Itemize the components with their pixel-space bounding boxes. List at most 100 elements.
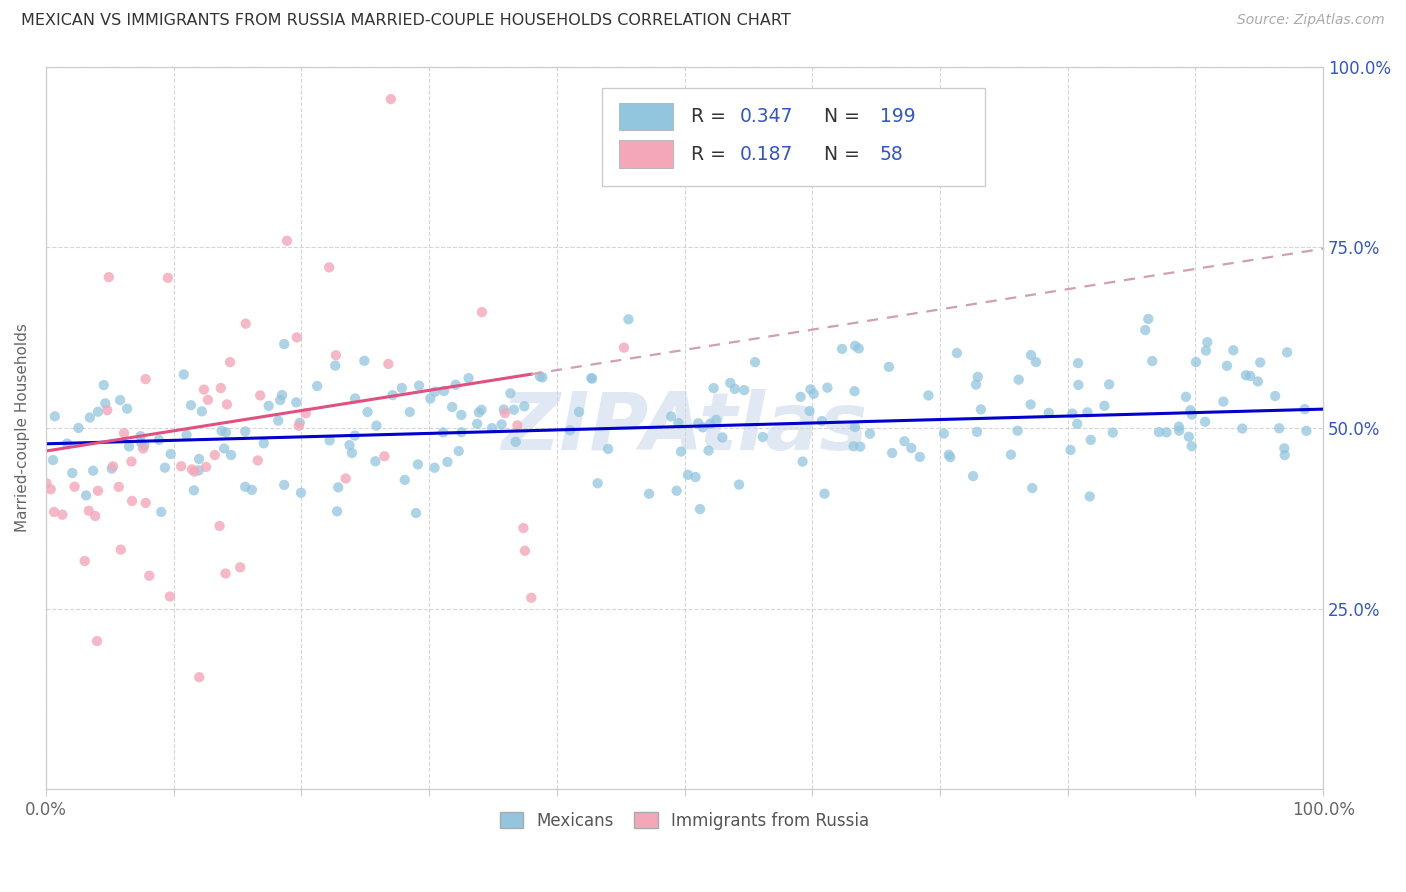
Point (831, 342, 853, 356)
Point (405, 506, 427, 520)
Point (568, 405, 591, 419)
Point (1274, 448, 1296, 462)
Point (219, 448, 242, 462)
Point (195, 459, 218, 474)
Point (269, 393, 291, 408)
Point (398, 405, 420, 419)
Point (900, 441, 922, 455)
Point (1076, 405, 1098, 419)
Point (39, 483, 62, 497)
Point (659, 409, 682, 424)
Point (792, 454, 814, 468)
Point (276, 234, 298, 248)
Point (419, 392, 441, 406)
Point (733, 383, 755, 397)
Point (598, 442, 620, 456)
Point (849, 440, 872, 454)
Point (1059, 442, 1081, 457)
Point (60, 466, 83, 480)
Point (307, 379, 329, 393)
Point (1156, 425, 1178, 440)
Point (212, 442, 235, 456)
Point (505, 434, 527, 449)
FancyBboxPatch shape (620, 140, 673, 168)
Point (318, 434, 340, 448)
Point (1008, 373, 1031, 387)
Point (703, 381, 725, 395)
Point (1181, 408, 1204, 422)
Point (1137, 312, 1160, 326)
Point (724, 382, 747, 396)
Point (285, 330, 308, 344)
Point (1147, 425, 1170, 439)
Point (685, 470, 707, 484)
Point (170, 459, 193, 474)
Point (364, 454, 387, 468)
Point (711, 430, 734, 444)
Point (1234, 368, 1257, 383)
Point (423, 460, 446, 475)
Point (752, 430, 775, 444)
Point (494, 406, 516, 420)
Point (1272, 442, 1295, 456)
Point (44, 409, 66, 424)
Point (253, 436, 276, 450)
Point (436, 455, 458, 469)
Point (180, 398, 202, 412)
Point (273, 478, 295, 492)
Text: 199: 199 (880, 107, 915, 126)
Point (1174, 390, 1197, 404)
Point (112, 426, 135, 441)
Point (558, 423, 581, 437)
Point (1247, 375, 1270, 389)
Point (962, 469, 984, 483)
Point (966, 369, 988, 384)
Point (1019, 348, 1042, 362)
Point (211, 424, 233, 438)
Point (129, 429, 152, 443)
Point (110, 542, 132, 557)
Point (42, 453, 65, 467)
Point (153, 460, 176, 475)
Point (1038, 406, 1060, 420)
Point (77, 504, 100, 518)
Point (423, 384, 446, 399)
Point (318, 260, 340, 275)
Point (932, 426, 955, 441)
Point (946, 346, 969, 360)
Point (718, 376, 741, 390)
Point (377, 357, 399, 371)
Point (669, 444, 692, 458)
Point (343, 428, 366, 442)
Point (294, 406, 316, 420)
Point (520, 591, 543, 605)
Point (267, 414, 290, 428)
Point (965, 377, 987, 392)
Point (67, 421, 90, 435)
Point (815, 381, 838, 395)
Point (908, 450, 931, 464)
Point (73, 554, 96, 568)
Point (138, 568, 160, 582)
Point (1067, 356, 1090, 370)
Point (288, 418, 311, 433)
Point (1098, 377, 1121, 392)
Point (208, 519, 231, 533)
Point (638, 487, 661, 501)
Point (450, 425, 472, 440)
Point (391, 381, 413, 395)
Point (844, 420, 866, 434)
Point (848, 342, 870, 356)
Point (444, 377, 467, 392)
Point (1067, 377, 1090, 392)
Point (325, 348, 347, 362)
Point (219, 355, 242, 369)
Point (150, 505, 173, 519)
Point (613, 341, 636, 355)
Point (492, 402, 515, 417)
Point (699, 417, 721, 431)
Point (87, 405, 110, 419)
Point (789, 390, 811, 404)
Point (181, 462, 204, 476)
Point (134, 438, 156, 452)
